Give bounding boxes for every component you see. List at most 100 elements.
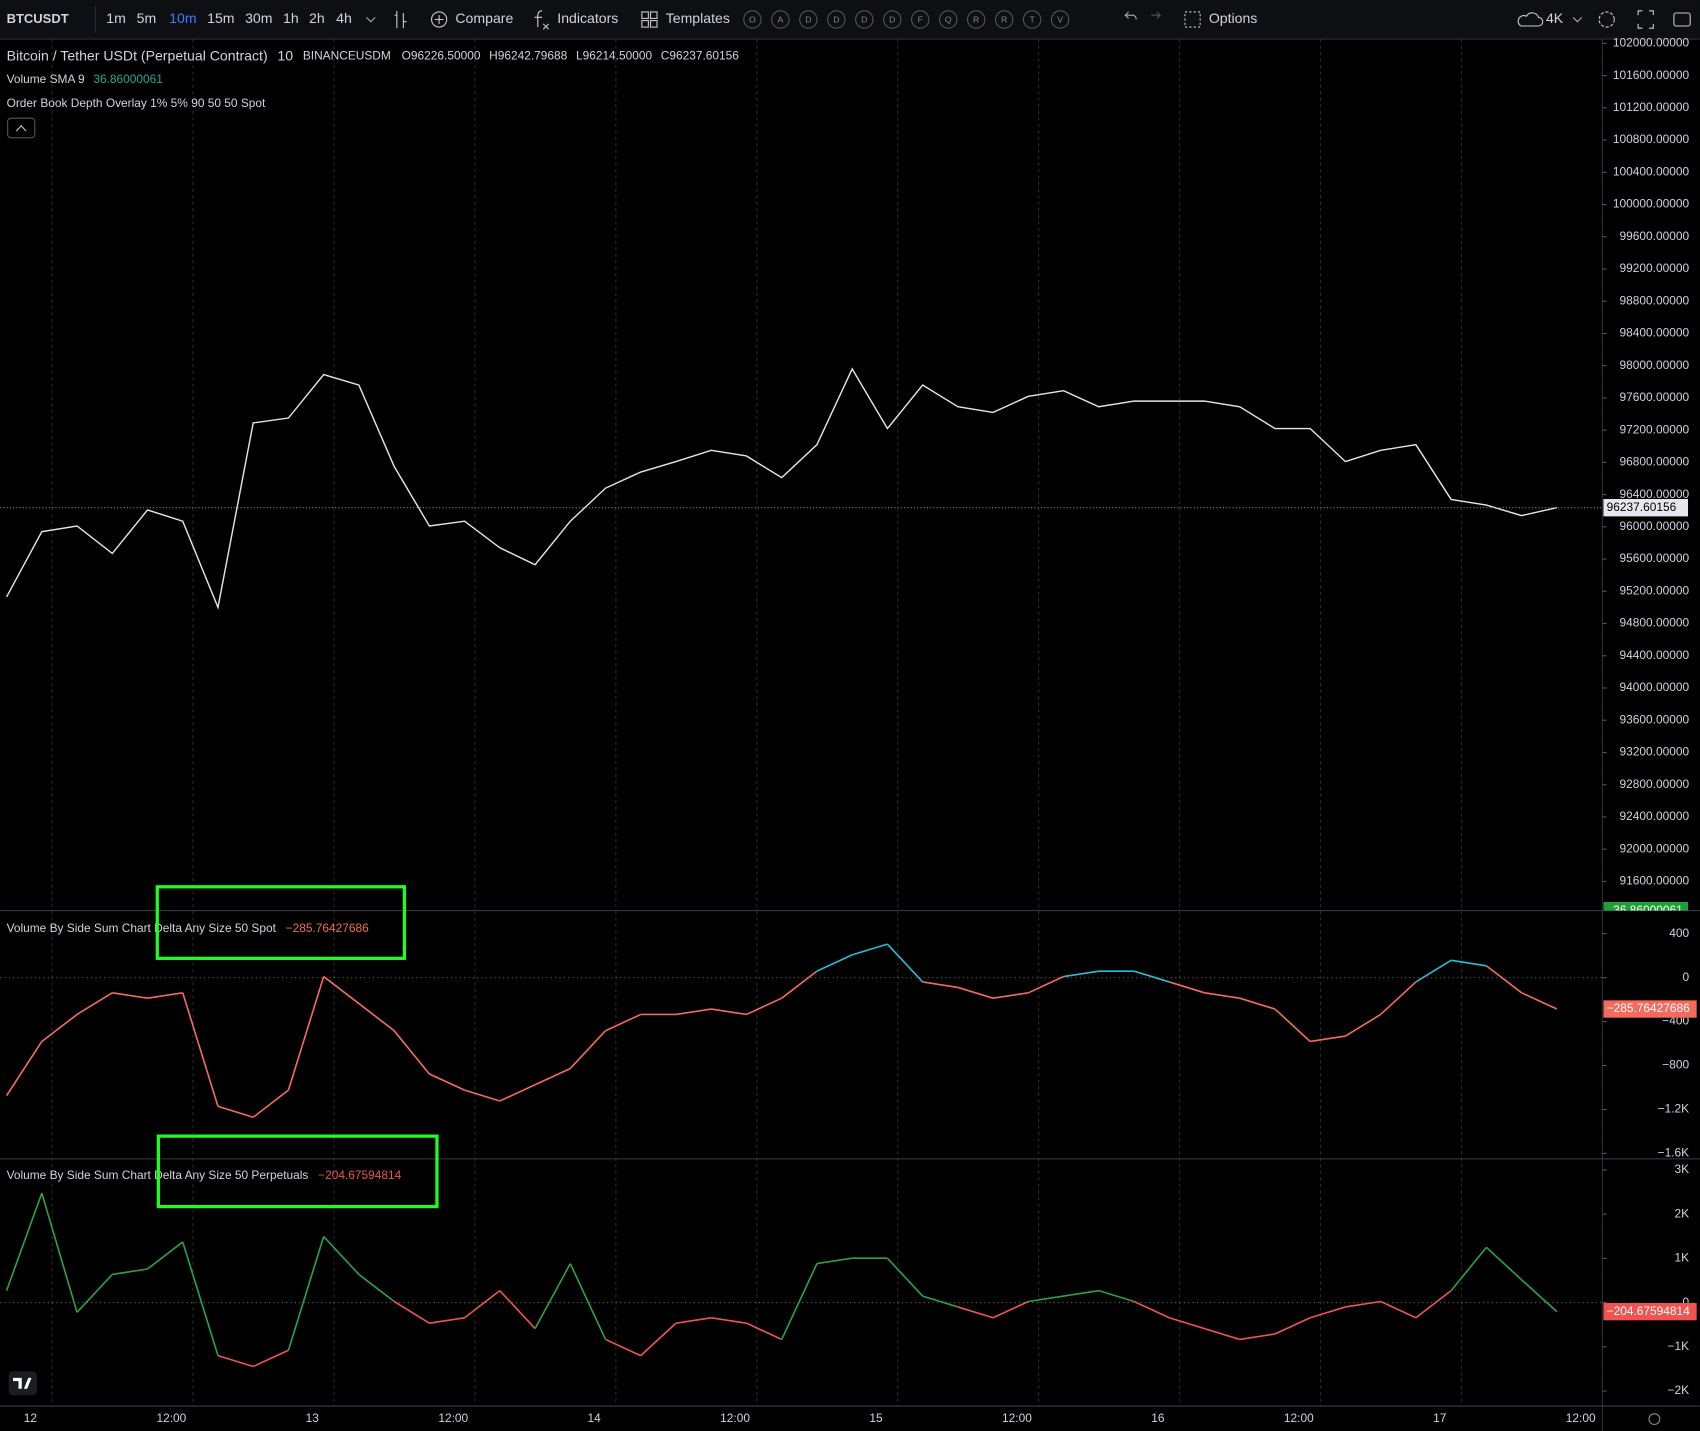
settings-button[interactable] <box>1598 11 1615 28</box>
alert-circle[interactable] <box>966 10 986 29</box>
ohlc-key: O <box>402 49 411 63</box>
time-label: 15 <box>869 1411 883 1425</box>
alert-circle[interactable] <box>939 10 958 29</box>
interval-button[interactable]: 1h <box>283 10 299 26</box>
toolbar <box>0 0 1700 40</box>
interval-button[interactable]: 1m <box>106 10 126 26</box>
delta-segment <box>252 1349 289 1368</box>
interval-button[interactable]: 10m <box>169 10 196 26</box>
collapse-button[interactable] <box>7 117 36 139</box>
interval-button[interactable]: 5m <box>137 10 157 26</box>
collapse-icon <box>15 124 27 132</box>
resolution-dropdown[interactable] <box>1572 16 1583 23</box>
time-label: 12:00 <box>156 1411 186 1425</box>
alert-circle[interactable] <box>1022 10 1042 29</box>
alert-circle[interactable] <box>827 10 846 29</box>
time-label: 12:00 <box>1284 1411 1314 1425</box>
delta-segment <box>358 1002 395 1032</box>
last-price-box <box>1603 499 1689 517</box>
delta-segment <box>76 992 113 1016</box>
undo[interactable] <box>1124 11 1137 20</box>
delta-segment <box>992 1300 1029 1319</box>
interval-button[interactable]: 15m <box>207 10 234 26</box>
templates-button[interactable]: Templates <box>666 10 730 26</box>
alert-circle[interactable] <box>743 10 762 29</box>
interval-button[interactable]: 30m <box>245 10 272 26</box>
fullscreen-button[interactable] <box>1637 10 1654 29</box>
alert-circle[interactable] <box>911 10 930 29</box>
alert-circle[interactable] <box>1050 10 1070 29</box>
delta-segment <box>287 1236 325 1351</box>
y-tick-label: −1.6K <box>1658 1146 1690 1160</box>
y-tick-label: 1K <box>1675 1251 1690 1265</box>
delta-segment <box>1521 1279 1558 1313</box>
tv-logo-mark <box>13 1377 32 1389</box>
chart-type-icon[interactable] <box>394 10 407 29</box>
compare-button[interactable]: Compare <box>455 10 513 26</box>
cloud-icon[interactable] <box>1517 12 1544 27</box>
interval-button[interactable]: 4h <box>336 10 352 26</box>
alert-circle[interactable] <box>855 10 874 29</box>
delta-segment <box>1485 965 1523 994</box>
y-tick-label: 100800.00000 <box>1613 132 1690 146</box>
spot-legend: Volume By Side Sum Chart Delta Any Size … <box>7 921 370 935</box>
delta-segment <box>1380 1300 1417 1319</box>
snapshot-button[interactable] <box>1673 12 1691 27</box>
interval-button[interactable]: 2h <box>309 10 325 26</box>
tv-logo[interactable] <box>8 1371 37 1396</box>
resolution[interactable]: 4K <box>1546 10 1564 26</box>
delta-segment <box>746 1322 783 1341</box>
y-tick-label: −1.2K <box>1658 1102 1690 1116</box>
delta-segment <box>147 1241 184 1270</box>
time-label: 16 <box>1151 1411 1165 1425</box>
highlight-box <box>156 1134 439 1209</box>
delta-segment <box>1415 1290 1452 1319</box>
delta-segment <box>217 1354 254 1368</box>
legend-main: Bitcoin / Tether USDt (Perpetual Contrac… <box>7 47 740 63</box>
delta-segment <box>499 1084 536 1102</box>
delta-segment <box>393 1300 430 1324</box>
delta-segment <box>41 1013 78 1043</box>
options-button[interactable]: Options <box>1209 10 1258 26</box>
y-tick-label: 93200.00000 <box>1620 745 1690 759</box>
delta-segment <box>1028 1295 1064 1303</box>
alert-letter: D <box>833 14 839 24</box>
spot-value: −285.76427686 <box>286 921 369 935</box>
volume-label: Volume SMA 9 <box>7 72 85 86</box>
delta-segment <box>1098 1289 1135 1303</box>
delta-segment <box>147 991 183 999</box>
alert-letter: V <box>1057 14 1063 24</box>
volume-axis-label: 36.86000061 <box>1613 903 1683 917</box>
alert-letter: R <box>1001 14 1007 24</box>
last-value-label: −204.67594814 <box>1607 1304 1690 1318</box>
y-tick-label: 95600.00000 <box>1620 551 1690 565</box>
compare-icon[interactable] <box>430 11 448 28</box>
delta-segment <box>957 986 994 999</box>
y-tick-label: 92000.00000 <box>1620 841 1690 855</box>
time-label: 13 <box>306 1411 320 1425</box>
interval-dropdown[interactable] <box>366 16 376 23</box>
alert-circle[interactable] <box>771 10 790 29</box>
redo[interactable] <box>1151 11 1162 19</box>
indicators-button[interactable]: Indicators <box>557 10 618 26</box>
delta-segment <box>1309 1306 1346 1319</box>
alert-circle[interactable] <box>994 10 1014 29</box>
delta-segment <box>816 954 853 972</box>
settings-icon[interactable] <box>1648 1413 1661 1426</box>
symbol[interactable]: BTCUSDT <box>7 11 69 26</box>
delta-segment <box>711 1316 747 1324</box>
indicators-glyph[interactable] <box>534 10 550 30</box>
time-label: 12 <box>24 1411 38 1425</box>
delta-segment <box>5 1192 43 1291</box>
delta-segment <box>323 1235 360 1275</box>
y-tick-label: 98800.00000 <box>1620 293 1690 307</box>
alert-circle[interactable] <box>799 10 818 29</box>
templates-icon <box>649 11 658 19</box>
alert-circle[interactable] <box>883 10 902 29</box>
delta-segment <box>605 1338 642 1357</box>
perp-legend: Volume By Side Sum Chart Delta Any Size … <box>7 1168 402 1182</box>
highlight-box <box>155 885 407 960</box>
time-label: 14 <box>588 1411 602 1425</box>
